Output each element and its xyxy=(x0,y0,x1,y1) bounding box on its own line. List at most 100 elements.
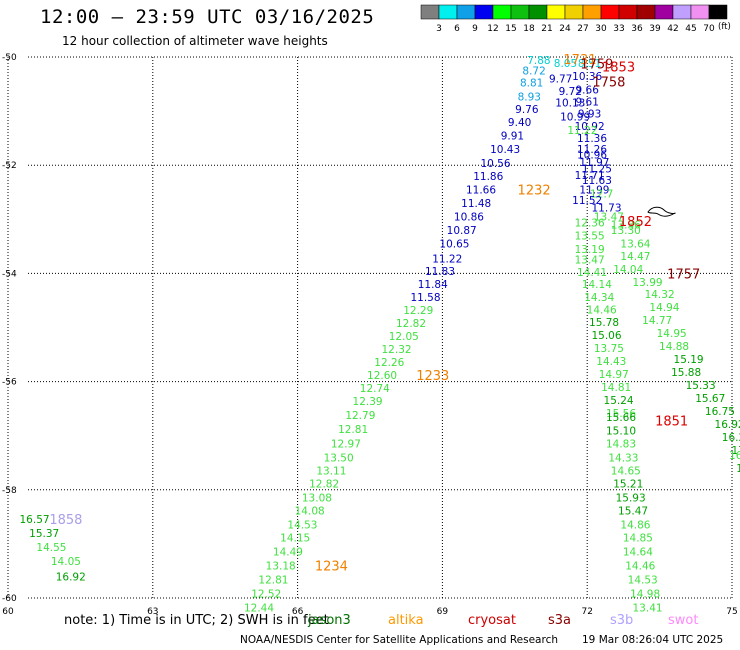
swh-label: 10.87 xyxy=(447,225,477,237)
swh-label: 7.88 xyxy=(527,55,550,67)
swh-label: 14.43 xyxy=(596,356,626,368)
legend-label: 36 xyxy=(631,24,643,34)
swh-label: 11.84 xyxy=(418,279,448,291)
swh-label: 12.97 xyxy=(331,438,361,450)
swh-label: 15.19 xyxy=(674,354,704,366)
legend-swatch xyxy=(420,4,440,20)
swh-label: 11.48 xyxy=(461,198,491,210)
swh-label: 12.05 xyxy=(389,331,419,343)
swh-label: 14.04 xyxy=(613,264,643,276)
swh-label: 13.19 xyxy=(575,244,605,256)
time-label: 1851 xyxy=(655,415,688,430)
legend-label: 42 xyxy=(667,24,678,34)
swh-label: 12.39 xyxy=(353,396,383,408)
swh-label: 15.93 xyxy=(616,492,646,504)
swh-label: 16.92 xyxy=(56,571,86,583)
swh-label: 11.25 xyxy=(582,163,612,175)
color-legend: 3 6 9 12 15 18 21 24 27 30 33 36 39 42 45 70 xyxy=(420,4,728,34)
legend-swatch xyxy=(492,4,512,20)
swh-label: 12.29 xyxy=(403,305,433,317)
swh-label: 15.56 xyxy=(606,408,636,420)
sat-s3a: s3a xyxy=(548,613,572,628)
swh-label: 9.77 xyxy=(549,74,572,86)
swh-label: 10.13 xyxy=(555,97,585,109)
swh-label: 14.65 xyxy=(611,465,641,477)
swh-label: 12.60 xyxy=(367,370,397,382)
swh-label: 9.72 xyxy=(559,86,582,98)
legend-swatch xyxy=(600,4,620,20)
time-label: 1759 xyxy=(580,57,613,72)
swh-label: 14.46 xyxy=(587,305,617,317)
swh-label: 8.93 xyxy=(518,91,541,103)
x-tick-label: 69 xyxy=(437,607,449,617)
legend-label: 27 xyxy=(577,24,588,34)
legend-swatch xyxy=(528,4,548,20)
swh-label: 12.36 xyxy=(575,218,605,230)
swh-label: 14.14 xyxy=(582,279,612,291)
swh-label: 12.81 xyxy=(258,575,288,587)
swh-label: 13.55 xyxy=(575,231,605,243)
legend-label: 33 xyxy=(613,24,624,34)
page-subtitle: 12 hour collection of altimeter wave hei… xyxy=(62,34,328,48)
swh-label: 13.50 xyxy=(324,452,354,464)
swh-label: 14.95 xyxy=(657,328,687,340)
y-tick-label: -60 xyxy=(2,594,17,604)
swh-label: 12.82 xyxy=(396,318,426,330)
legend-swatch xyxy=(474,4,494,20)
legend-label: 39 xyxy=(649,24,661,34)
swh-label: 10.43 xyxy=(490,144,520,156)
swh-label: 13.75 xyxy=(594,343,624,355)
swh-label: 14.05 xyxy=(51,556,81,568)
swh-label: 13.64 xyxy=(620,239,650,251)
legend-swatch xyxy=(654,4,674,20)
swh-label: 10.65 xyxy=(439,239,469,251)
x-tick-label: 66 xyxy=(292,607,304,617)
y-tick-label: -58 xyxy=(2,486,17,496)
swh-label: 14.94 xyxy=(649,302,679,314)
swh-label: 11.52 xyxy=(572,195,602,207)
legend-label: 3 xyxy=(436,24,442,34)
swh-label: 9.40 xyxy=(508,117,531,129)
swh-label: 11.26 xyxy=(577,144,607,156)
swh-label: 10.96 xyxy=(577,149,607,161)
swh-label: 16.57 xyxy=(20,514,50,526)
swh-label: 15.37 xyxy=(29,528,59,540)
swh-label: 12.82 xyxy=(309,478,339,490)
legend-swatch xyxy=(636,4,656,20)
legend-swatch xyxy=(564,4,584,20)
swh-label: 15.06 xyxy=(591,330,621,342)
legend-label: 6 xyxy=(454,24,460,34)
swh-label: 11.63 xyxy=(582,175,612,187)
legend-swatch xyxy=(582,4,602,20)
swh-label: 11.86 xyxy=(473,171,503,183)
legend-label: 18 xyxy=(523,24,535,34)
legend-label: 12 xyxy=(487,24,498,34)
x-tick-label: 72 xyxy=(581,607,592,617)
swh-label: 14.33 xyxy=(608,452,638,464)
swh-label: 14.85 xyxy=(623,532,653,544)
swh-label: 11.97 xyxy=(579,157,609,169)
time-label: 1757 xyxy=(667,267,700,282)
swh-label: 14.77 xyxy=(642,315,672,327)
swh-label: 12.7 xyxy=(590,188,613,200)
legend-swatch xyxy=(618,4,638,20)
swh-label: 15.66 xyxy=(606,412,636,424)
swh-label: 14.49 xyxy=(273,546,303,558)
axis-tick-labels: 60 63 66 69 72 75 -50 -52 -54 -56 -58 -60 xyxy=(2,53,738,617)
swh-label: 12.79 xyxy=(345,410,375,422)
swh-label: 15.67 xyxy=(695,393,725,405)
time-label: 1234 xyxy=(315,560,348,575)
sat-jason3: jason3 xyxy=(308,613,351,628)
swh-label: 15.10 xyxy=(606,425,636,437)
swh-label: 8.05 xyxy=(554,58,577,70)
swh-label: 15.33 xyxy=(686,380,716,392)
swh-label: 14.41 xyxy=(577,267,607,279)
swh-label: 12.74 xyxy=(360,383,390,395)
swh-label: 15.88 xyxy=(671,367,701,379)
swh-label: 13.30 xyxy=(611,225,641,237)
swh-label: 9.61 xyxy=(576,96,599,108)
swh-label: 14.98 xyxy=(630,589,660,601)
swh-label: 16.22 xyxy=(722,432,740,444)
legend-label: 24 xyxy=(559,24,571,34)
